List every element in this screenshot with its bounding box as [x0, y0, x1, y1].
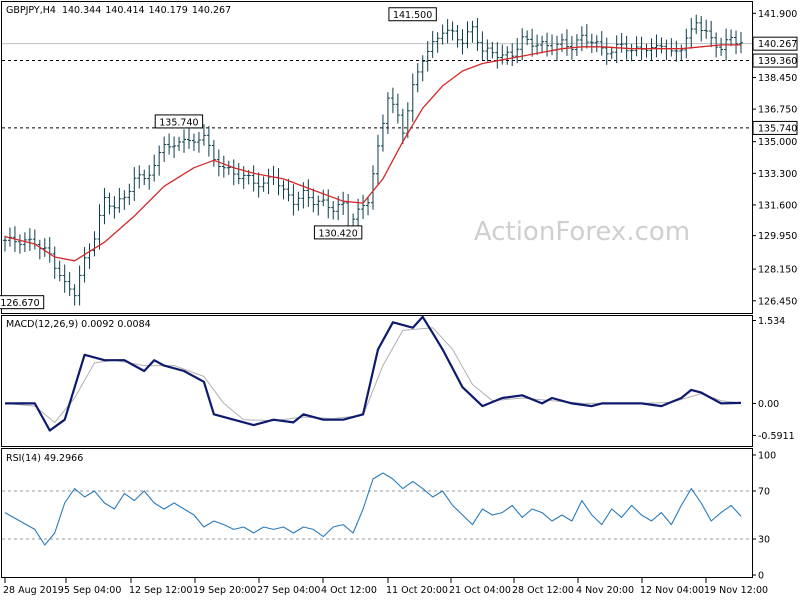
macd-line — [5, 315, 742, 432]
time-label-0: 28 Aug 2019 — [3, 585, 64, 596]
annotation-label-1-box — [154, 114, 204, 129]
rsi-layer — [2, 472, 752, 546]
time-label-5: 4 Oct 12:00 — [321, 585, 377, 596]
time-axis: 28 Aug 2019 5 Sep 04:00 12 Sep 12:00 19 Sep… — [3, 578, 768, 596]
price-tag-5: 135.740 — [758, 123, 797, 134]
macd-axis-label-1: 0.00 — [758, 399, 779, 410]
price-title: GBPJPY,H4 140.344 140.414 140.179 140.267 — [6, 5, 231, 16]
annotation-label-1: 135.740 — [159, 117, 198, 128]
time-label-2: 12 Sep 12:00 — [129, 585, 192, 596]
annotation-label-2-box — [313, 225, 363, 240]
time-label-9: 4 Nov 20:00 — [576, 585, 634, 596]
rsi-axis: 100 70 30 0 — [752, 451, 776, 582]
rsi-title: RSI(14) 49.2966 — [6, 453, 83, 464]
rsi-axis-label-3: 0 — [758, 571, 764, 582]
time-label-7: 21 Oct 04:00 — [449, 585, 511, 596]
time-label-8: 28 Oct 12:00 — [512, 585, 574, 596]
price-tag-box-1 — [752, 36, 798, 51]
macd-axis-label-0: 1.534 — [758, 316, 785, 327]
rsi-axis-label-1: 70 — [758, 487, 770, 498]
price-axis-label-0: 141.900 — [758, 9, 797, 20]
price-axis-label-11: 126.450 — [758, 296, 797, 307]
price-axis-label-3: 138.450 — [758, 73, 797, 84]
annotation-label-3: 141.500 — [393, 10, 432, 21]
macd-axis: 1.534 0.00 -0.5911 — [752, 316, 795, 442]
macd-title: MACD(12,26,9) 0.0092 0.0084 — [6, 319, 151, 330]
price-layer — [2, 14, 752, 306]
price-tag-2: 139.360 — [758, 56, 797, 67]
time-label-6: 11 Oct 20:00 — [386, 585, 448, 596]
macd-axis-label-2: -0.5911 — [758, 431, 795, 442]
watermark: ActionForex.com — [474, 217, 690, 247]
price-tag-box-5 — [752, 120, 798, 135]
rsi-line — [4, 472, 742, 546]
annotation-label-3-box — [388, 7, 437, 22]
moving-average-line — [4, 44, 741, 262]
macd-panel-frame — [1, 315, 753, 447]
time-label-10: 12 Nov 04:00 — [640, 585, 704, 596]
price-axis: 141.900 140.267 139.360 138.450 136.750 135.7… — [0, 7, 798, 310]
price-tag-1: 140.267 — [758, 39, 797, 50]
price-axis-label-4: 136.750 — [758, 105, 797, 116]
rsi-axis-label-2: 30 — [758, 535, 770, 546]
price-tag-box-2 — [752, 53, 798, 68]
time-label-3: 19 Sep 20:00 — [193, 585, 256, 596]
price-axis-label-8: 131.600 — [758, 200, 797, 211]
rsi-axis-label-0: 100 — [758, 451, 776, 462]
time-label-1: 5 Sep 04:00 — [64, 585, 121, 596]
price-axis-label-6: 135.000 — [758, 137, 797, 148]
price-axis-label-10: 128.150 — [758, 265, 797, 276]
macd-layer — [4, 315, 742, 432]
time-label-11: 19 Nov 12:00 — [704, 585, 768, 596]
price-axis-label-7: 133.300 — [758, 169, 797, 180]
price-panel-frame — [1, 1, 753, 314]
annotation-label-0-box — [0, 295, 45, 310]
annotation-label-0: 126.670 — [0, 298, 39, 309]
time-label-4: 27 Sep 04:00 — [257, 585, 320, 596]
annotation-label-2: 130.420 — [318, 228, 357, 239]
rsi-panel-frame — [1, 448, 753, 578]
price-axis-label-9: 129.950 — [758, 231, 797, 242]
